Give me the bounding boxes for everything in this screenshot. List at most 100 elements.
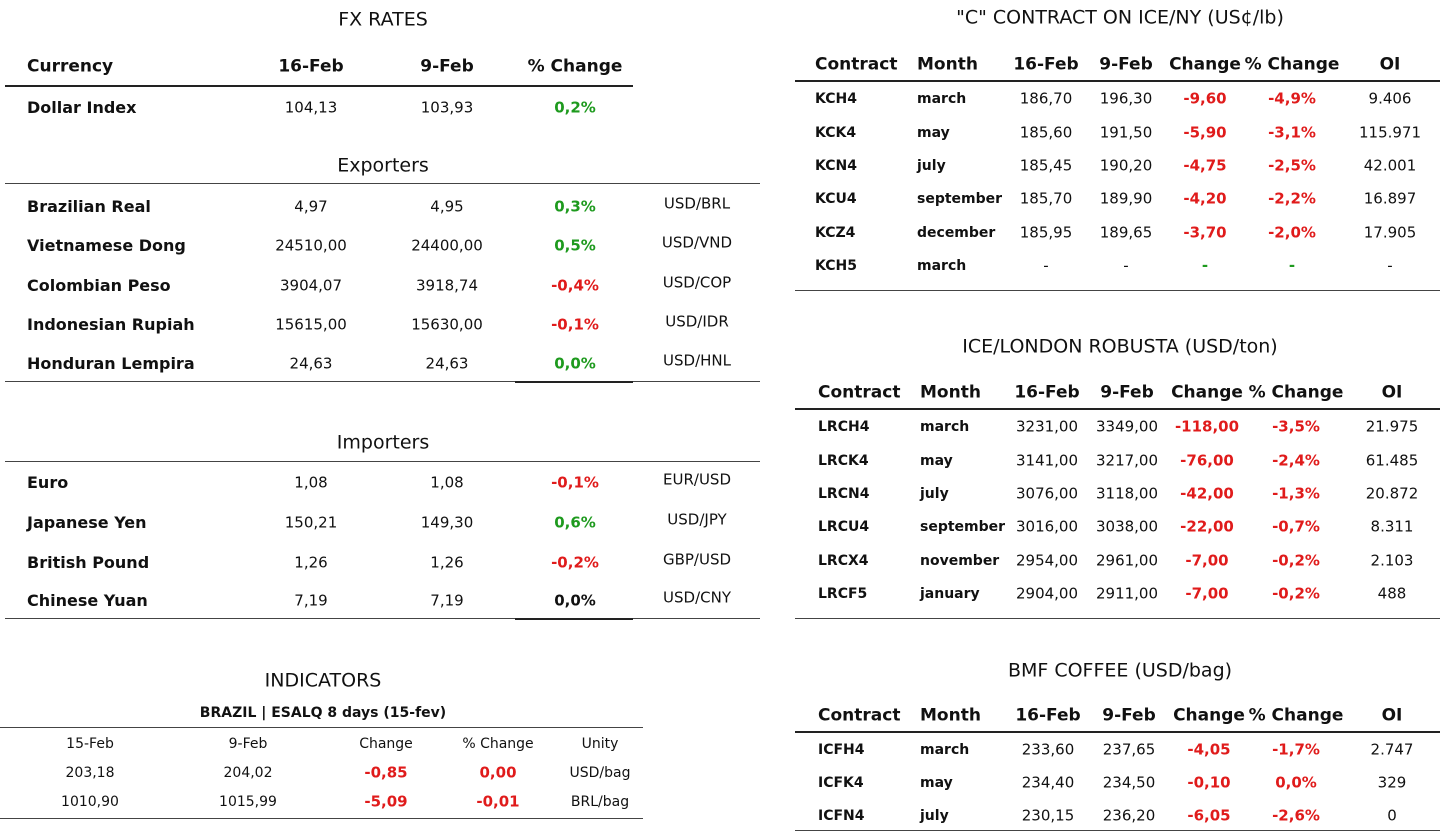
cell: 9.406 xyxy=(1368,89,1412,108)
cell: USD/BRL xyxy=(663,194,731,213)
cell: -6,05 xyxy=(1187,806,1231,825)
cell: - xyxy=(1387,256,1393,275)
cell: 61.485 xyxy=(1365,451,1419,470)
cell: USD/IDR xyxy=(665,312,729,331)
cell: 2.747 xyxy=(1370,740,1414,759)
row-label: ICFH4 xyxy=(818,742,865,758)
cell: 204,02 xyxy=(223,765,273,781)
column-header: % Change xyxy=(462,736,534,752)
cell: - xyxy=(1123,256,1129,275)
rule xyxy=(0,727,643,728)
rule xyxy=(795,830,1440,831)
cell: july xyxy=(920,808,949,824)
cell: - xyxy=(1201,256,1209,275)
cell: -5,09 xyxy=(364,792,408,811)
cell: BRL/bag xyxy=(570,794,630,810)
cell: -3,1% xyxy=(1268,123,1316,142)
cell: 186,70 xyxy=(1019,89,1073,108)
section-title: "C" CONTRACT ON ICE/NY (US¢/lb) xyxy=(956,6,1284,29)
rule xyxy=(5,381,760,382)
group-title: Exporters xyxy=(337,154,429,177)
cell: -3,70 xyxy=(1183,223,1227,242)
cell: 234,40 xyxy=(1021,773,1075,792)
cell: 3038,00 xyxy=(1095,517,1159,536)
cell: 185,95 xyxy=(1019,223,1073,242)
cell: -4,05 xyxy=(1187,740,1231,759)
cell: 8.311 xyxy=(1370,517,1414,536)
column-header: OI xyxy=(1381,705,1403,726)
row-label: Japanese Yen xyxy=(27,513,147,532)
cell: - xyxy=(1043,256,1049,275)
section-title: ICE/LONDON ROBUSTA (USD/ton) xyxy=(962,335,1278,358)
rule xyxy=(795,80,1440,82)
cell: march xyxy=(917,91,967,107)
row-label: Vietnamese Dong xyxy=(27,236,186,255)
row-label: KCK4 xyxy=(815,125,857,141)
cell: 1,26 xyxy=(294,553,328,572)
cell: 7,19 xyxy=(294,591,328,610)
cell: 185,45 xyxy=(1019,156,1073,175)
cell: 2954,00 xyxy=(1015,551,1079,570)
column-header: 16-Feb xyxy=(1015,705,1081,726)
section-title: FX RATES xyxy=(338,8,428,31)
column-header: Contract xyxy=(818,705,901,726)
column-header: 9-Feb xyxy=(1100,382,1154,403)
cell: -22,00 xyxy=(1180,517,1234,536)
cell: USD/bag xyxy=(569,765,631,781)
cell: 42.001 xyxy=(1363,156,1417,175)
row-label: LRCU4 xyxy=(818,519,870,535)
rule xyxy=(0,818,643,819)
cell: 20.872 xyxy=(1365,484,1419,503)
cell: USD/HNL xyxy=(663,351,731,370)
cell: march xyxy=(920,742,970,758)
cell: 0,0% xyxy=(1275,773,1317,792)
cell: 24,63 xyxy=(425,354,469,373)
cell: -0,1% xyxy=(551,473,599,492)
row-label: Brazilian Real xyxy=(27,197,151,216)
row-label: Chinese Yuan xyxy=(27,591,148,610)
cell: 189,90 xyxy=(1099,189,1153,208)
cell: may xyxy=(917,125,950,141)
cell: july xyxy=(920,486,949,502)
column-header: 16-Feb xyxy=(278,56,344,77)
cell: 4,95 xyxy=(430,197,464,216)
row-label: KCZ4 xyxy=(815,225,856,241)
rule xyxy=(795,290,1440,291)
cell: 3076,00 xyxy=(1015,484,1079,503)
cell: 15615,00 xyxy=(275,315,347,334)
cell: 189,65 xyxy=(1099,223,1153,242)
cell: -76,00 xyxy=(1180,451,1234,470)
cell: -2,4% xyxy=(1272,451,1320,470)
rule xyxy=(5,183,760,184)
row-label: KCU4 xyxy=(815,191,857,207)
cell: 2904,00 xyxy=(1015,584,1079,603)
column-header: Month xyxy=(920,382,981,403)
cell: 3016,00 xyxy=(1015,517,1079,536)
column-header: 9-Feb xyxy=(420,56,474,77)
row-label: ICFK4 xyxy=(818,775,864,791)
cell: may xyxy=(920,775,953,791)
cell: 2961,00 xyxy=(1095,551,1159,570)
column-header: % Change xyxy=(1248,382,1344,403)
row-label: Euro xyxy=(27,473,69,492)
row-label: Colombian Peso xyxy=(27,276,171,295)
cell: -2,0% xyxy=(1268,223,1316,242)
cell: 3141,00 xyxy=(1015,451,1079,470)
cell: 21.975 xyxy=(1365,417,1419,436)
column-header: Month xyxy=(917,54,978,75)
cell: 488 xyxy=(1377,584,1407,603)
cell: -0,1% xyxy=(551,315,599,334)
cell: -118,00 xyxy=(1174,417,1240,436)
cell: 185,70 xyxy=(1019,189,1073,208)
column-header: 15-Feb xyxy=(66,736,114,752)
cell: 185,60 xyxy=(1019,123,1073,142)
row-label: LRCN4 xyxy=(818,486,870,502)
cell: -1,7% xyxy=(1272,740,1320,759)
cell: 3918,74 xyxy=(415,276,479,295)
cell: USD/JPY xyxy=(667,510,727,529)
rule xyxy=(5,85,633,87)
cell: -0,2% xyxy=(551,553,599,572)
cell: -2,5% xyxy=(1268,156,1316,175)
cell: GBP/USD xyxy=(662,550,732,569)
column-header: % Change xyxy=(527,56,623,77)
